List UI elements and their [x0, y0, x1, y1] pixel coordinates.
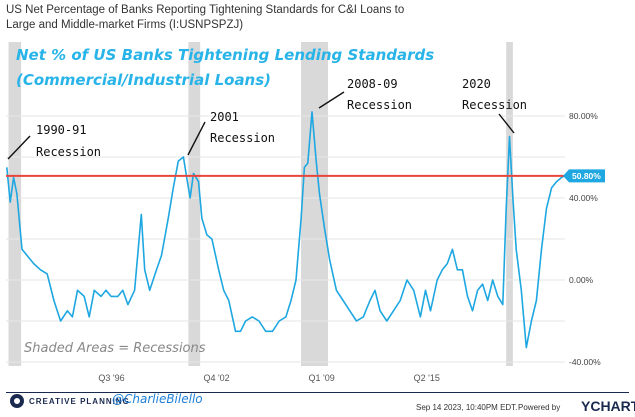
recession-shade: [8, 42, 22, 366]
annotation-2001: 2001 Recession: [187, 110, 275, 156]
y-tick-label: -40.00%: [569, 357, 601, 367]
annotation-arrow: [187, 121, 206, 156]
y-tick-label: 0.00%: [569, 275, 594, 285]
recession-shade: [188, 42, 201, 366]
overlay-title-line2: (Commercial/Industrial Loans): [16, 71, 271, 89]
x-tick-label: Q4 '02: [203, 373, 229, 383]
line-chart: 80.00% 40.00% 0.00% -40.00% Q3 '96 Q4 '02 Q1 …: [6, 42, 605, 383]
annotation-label: 2020: [462, 77, 491, 91]
recession-shade: [301, 42, 328, 366]
annotation-label: Recession: [462, 98, 527, 112]
current-value-badge: 50.80%: [563, 169, 605, 183]
footer: CREATIVE PLANNING @CharlieBilello Sep 14…: [0, 384, 635, 417]
twitter-handle[interactable]: @CharlieBilello: [112, 392, 203, 406]
shaded-areas-note: Shaded Areas = Recessions: [24, 341, 206, 356]
x-tick-label: Q2 '15: [414, 373, 440, 383]
annotation-1990-91: 1990-91 Recession: [7, 123, 101, 160]
annotation-arrow: [498, 113, 515, 134]
annotation-label: 2008-09: [347, 77, 398, 91]
y-tick-label: 80.00%: [569, 111, 598, 121]
chart-gridlines: [6, 115, 565, 363]
annotation-2020: 2020 Recession: [462, 77, 527, 134]
x-axis-ticks: Q3 '96 Q4 '02 Q1 '09 Q2 '15: [98, 373, 439, 383]
annotation-2008-09: 2008-09 Recession: [318, 77, 412, 112]
recession-shades: [8, 42, 513, 366]
powered-by-label: Powered by: [518, 403, 561, 412]
annotation-label: 2001: [210, 110, 239, 124]
recession-shade: [506, 42, 513, 366]
chart-source-title: US Net Percentage of Banks Reporting Tig…: [6, 4, 405, 31]
annotation-label: Recession: [210, 131, 275, 145]
annotation-arrow: [7, 135, 31, 160]
annotation-label: Recession: [36, 145, 101, 159]
current-value-label: 50.80%: [572, 171, 601, 181]
x-tick-label: Q3 '96: [98, 373, 124, 383]
overlay-title-line1: Net % of US Banks Tightening Lending Sta…: [16, 46, 434, 64]
ycharts-logo[interactable]: YCHARTS: [581, 398, 635, 414]
series-line: [6, 111, 565, 349]
y-axis-ticks: 80.00% 40.00% 0.00% -40.00%: [569, 111, 601, 367]
brand: CREATIVE PLANNING: [10, 394, 130, 408]
annotation-label: 1990-91: [36, 123, 87, 137]
y-tick-label: 40.00%: [569, 193, 598, 203]
x-tick-label: Q1 '09: [309, 373, 335, 383]
brand-name: CREATIVE PLANNING: [29, 396, 130, 406]
annotation-arrow: [318, 91, 345, 109]
annotation-label: Recession: [347, 98, 412, 112]
timestamp: Sep 14 2023, 10:40PM EDT.: [416, 403, 518, 412]
footer-divider: [6, 392, 629, 393]
current-value-badge-shape: [563, 169, 605, 183]
creative-planning-logo-icon: [10, 394, 24, 408]
